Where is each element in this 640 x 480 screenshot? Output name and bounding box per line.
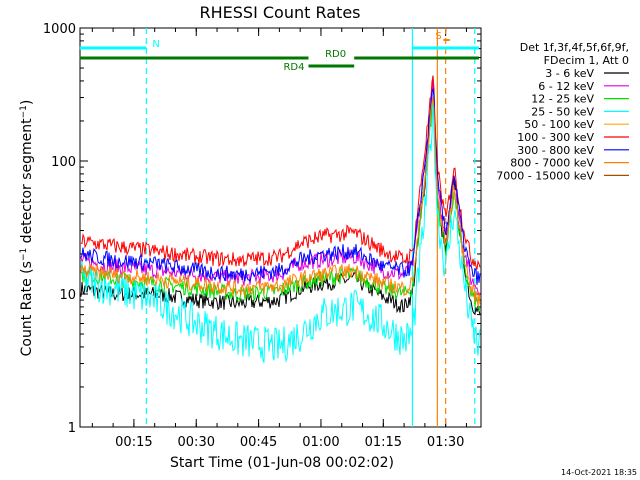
y-axis-label-sup2: −1 (19, 105, 29, 118)
legend-label: 12 - 25 keV (531, 93, 594, 106)
annotation-bar-label: RD4 (283, 62, 304, 73)
y-axis-label-mid: detector segment (19, 118, 35, 248)
series-line (80, 76, 481, 270)
chart-title: RHESSI Count Rates (200, 3, 361, 22)
y-axis-label-group: Count Rate (s−1 detector segment−1) (19, 100, 35, 357)
x-tick-label: 01:00 (302, 435, 339, 450)
legend-header-line-1: Det 1f,3f,4f,5f,6f,9f, (520, 41, 629, 54)
series-line (80, 87, 481, 285)
legend-label: 25 - 50 keV (531, 105, 594, 118)
y-axis-label-sup1: −1 (19, 248, 29, 261)
plot-area: 1 10 100 1000 00:15 00:30 00:45 01:00 01:15 01:30… (43, 22, 482, 450)
annotation-bar-label: RD0 (325, 49, 346, 60)
legend-label: 300 - 800 keV (517, 144, 594, 157)
x-tick-label: 01:30 (427, 435, 464, 450)
plot-frame (79, 27, 482, 428)
legend-label: 3 - 6 keV (545, 67, 594, 80)
legend: Det 1f,3f,4f,5f,6f,9f, FDecim 1, Att 0 3… (496, 41, 629, 182)
y-tick-label: 10 (59, 288, 76, 303)
x-tick-label: 00:45 (240, 435, 277, 450)
footer-timestamp: 14-Oct-2021 18:35 (561, 468, 637, 477)
x-tick-label: 01:15 (365, 435, 402, 450)
legend-label: 50 - 100 keV (524, 118, 594, 131)
annotation-bar-label: S (435, 31, 441, 42)
x-tick-label: 00:15 (115, 435, 152, 450)
y-tick-label: 1000 (43, 22, 76, 37)
series-line (80, 94, 481, 363)
y-tick-label: 100 (51, 155, 76, 170)
x-tick-label: 00:30 (178, 435, 215, 450)
legend-label: 7000 - 15000 keV (496, 169, 594, 182)
y-tick-label: 1 (68, 421, 76, 436)
legend-label: 6 - 12 keV (538, 80, 594, 93)
series-line (80, 96, 481, 307)
y-axis-label: Count Rate (s−1 detector segment−1) (19, 100, 35, 357)
legend-label: 100 - 300 keV (517, 131, 594, 144)
y-axis-label-end: ) (19, 100, 35, 105)
legend-header-line-2: FDecim 1, Att 0 (544, 54, 629, 67)
y-axis-label-main: Count Rate (s (19, 261, 35, 356)
x-axis-label: Start Time (01-Jun-08 00:02:02) (170, 455, 394, 471)
legend-label: 800 - 7000 keV (510, 157, 594, 170)
annotation-bar-label: N (152, 39, 159, 50)
